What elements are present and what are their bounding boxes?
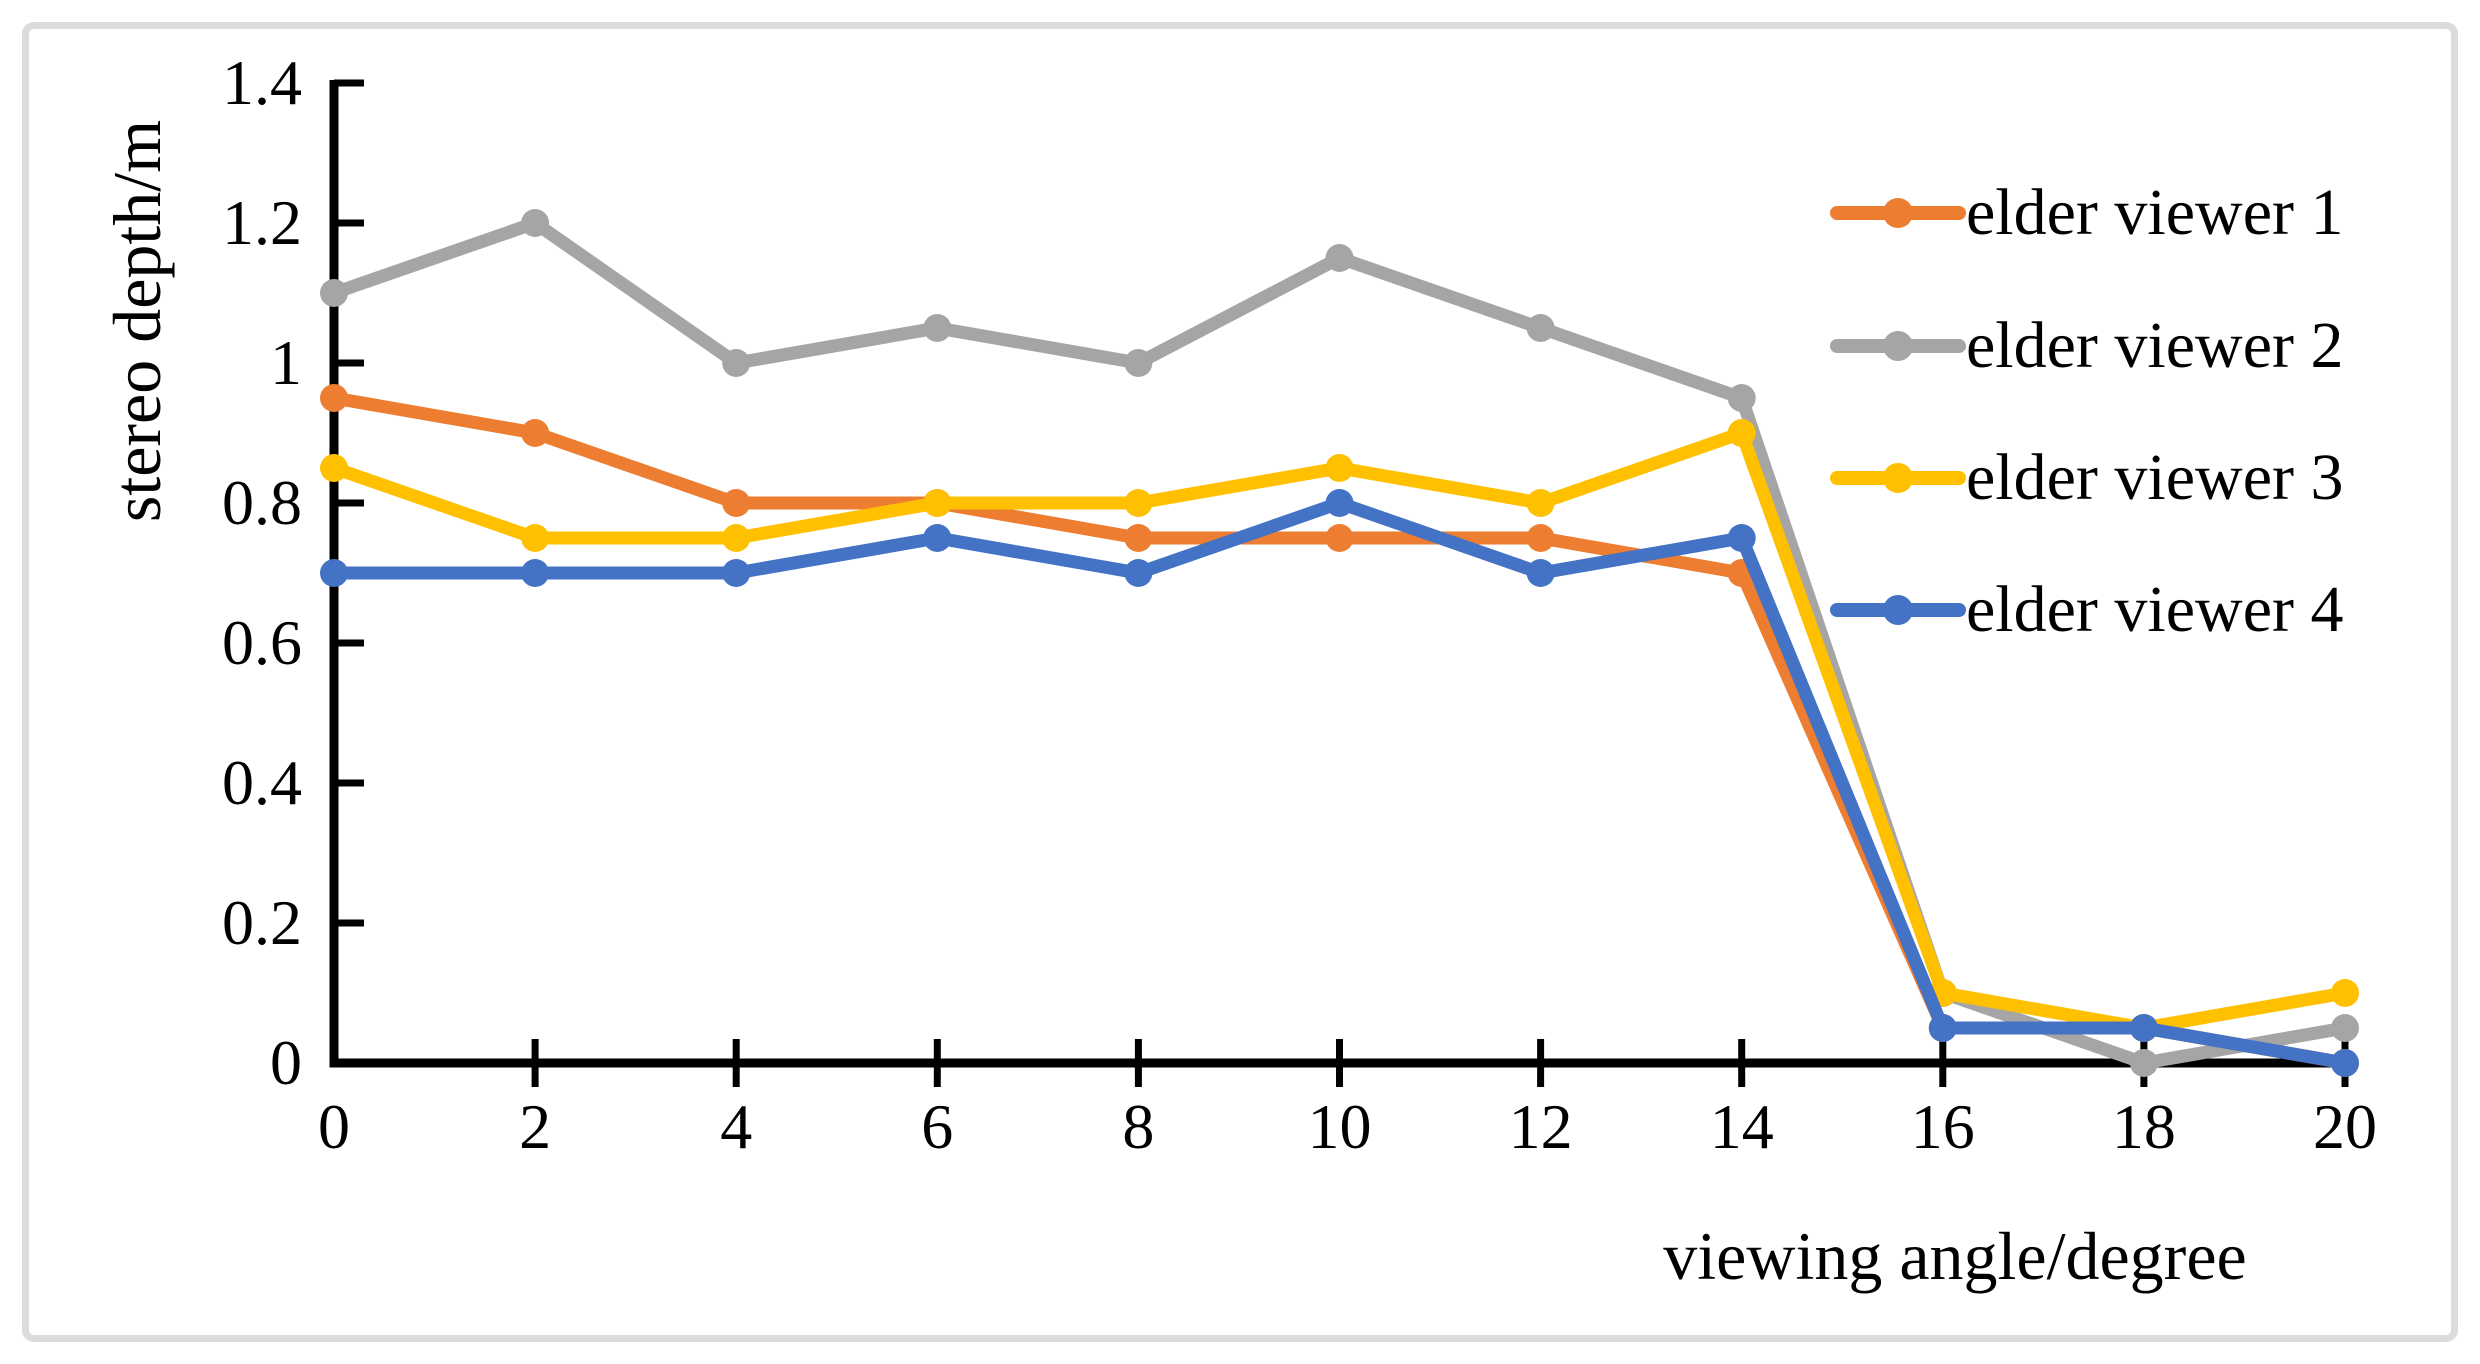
- x-tick-label-10: 10: [1307, 1091, 1372, 1162]
- legend-line-marker-icon: [1830, 175, 1966, 251]
- series-marker-2: [2331, 1014, 2359, 1042]
- x-tick-label-2: 2: [519, 1091, 552, 1162]
- legend-line-marker-icon: [1830, 572, 1966, 648]
- series-marker-2: [2129, 1049, 2158, 1077]
- series-marker-4: [521, 559, 550, 587]
- legend-marker-dot: [1883, 595, 1913, 625]
- x-tick-label-16: 16: [1910, 1091, 1975, 1162]
- legend-label: elder viewer 3: [1966, 441, 2344, 514]
- legend-marker-dot: [1883, 198, 1913, 228]
- series-marker-2: [722, 349, 751, 377]
- series-marker-4: [1325, 489, 1354, 517]
- y-tick-label-1.2: 1.2: [222, 187, 302, 258]
- series-marker-4: [1928, 1014, 1957, 1042]
- y-tick-label-1.4: 1.4: [222, 47, 302, 118]
- series-marker-3: [1526, 489, 1555, 517]
- y-tick-label-0.6: 0.6: [222, 607, 302, 678]
- series-marker-1: [1526, 524, 1555, 552]
- series-marker-3: [722, 524, 751, 552]
- series-marker-2: [1325, 244, 1354, 272]
- x-tick-label-0: 0: [318, 1091, 350, 1162]
- series-marker-1: [722, 489, 751, 517]
- series-marker-3: [1124, 489, 1153, 517]
- legend-item-2: elder viewer 2: [1830, 308, 2343, 384]
- x-tick-label-20: 20: [2313, 1091, 2377, 1162]
- series-marker-3: [1325, 454, 1354, 482]
- series-marker-4: [1526, 559, 1555, 587]
- series-marker-1: [521, 419, 550, 447]
- x-tick-label-12: 12: [1508, 1091, 1573, 1162]
- series-marker-4: [2129, 1014, 2158, 1042]
- y-tick-label-1: 1: [270, 327, 302, 398]
- series-marker-1: [320, 384, 348, 412]
- series-line-3: [327, 426, 2352, 1035]
- series-marker-3: [1727, 419, 1756, 447]
- series-marker-4: [1124, 559, 1153, 587]
- y-tick-label-0.4: 0.4: [222, 747, 302, 818]
- series-marker-2: [521, 209, 550, 237]
- x-tick-label-8: 8: [1122, 1091, 1155, 1162]
- legend-label: elder viewer 2: [1966, 309, 2344, 382]
- series-marker-2: [1124, 349, 1153, 377]
- series-marker-2: [320, 279, 348, 307]
- series-marker-1: [1124, 524, 1153, 552]
- series-marker-4: [722, 559, 751, 587]
- series-marker-3: [320, 454, 348, 482]
- chart-frame-border: [22, 22, 2458, 1342]
- series-marker-2: [1727, 384, 1756, 412]
- legend-item-4: elder viewer 4: [1830, 572, 2343, 648]
- x-tick-label-18: 18: [2111, 1091, 2176, 1162]
- series-marker-4: [1727, 524, 1756, 552]
- y-tick-label-0: 0: [270, 1027, 302, 1098]
- series-marker-4: [2331, 1049, 2359, 1077]
- series-marker-1: [1325, 524, 1354, 552]
- legend-label: elder viewer 4: [1966, 573, 2344, 646]
- series-marker-3: [923, 489, 952, 517]
- series-marker-3: [2331, 979, 2359, 1007]
- series-marker-4: [320, 559, 348, 587]
- x-tick-label-6: 6: [921, 1091, 954, 1162]
- series-marker-2: [1526, 314, 1555, 342]
- x-axis-title: viewing angle/degree: [1663, 1218, 2247, 1294]
- legend-item-3: elder viewer 3: [1830, 440, 2343, 516]
- series-marker-3: [521, 524, 550, 552]
- y-tick-label-0.8: 0.8: [222, 467, 302, 538]
- series-marker-2: [923, 314, 952, 342]
- legend-item-1: elder viewer 1: [1830, 175, 2343, 251]
- legend-line-marker-icon: [1830, 440, 1966, 516]
- legend-line-marker-icon: [1830, 308, 1966, 384]
- legend-label: elder viewer 1: [1966, 176, 2344, 249]
- y-tick-label-0.2: 0.2: [222, 887, 302, 958]
- legend-marker-dot: [1883, 463, 1913, 493]
- legend-marker-dot: [1883, 331, 1913, 361]
- x-tick-label-14: 14: [1709, 1091, 1774, 1162]
- x-tick-label-4: 4: [720, 1091, 753, 1162]
- series-marker-4: [923, 524, 952, 552]
